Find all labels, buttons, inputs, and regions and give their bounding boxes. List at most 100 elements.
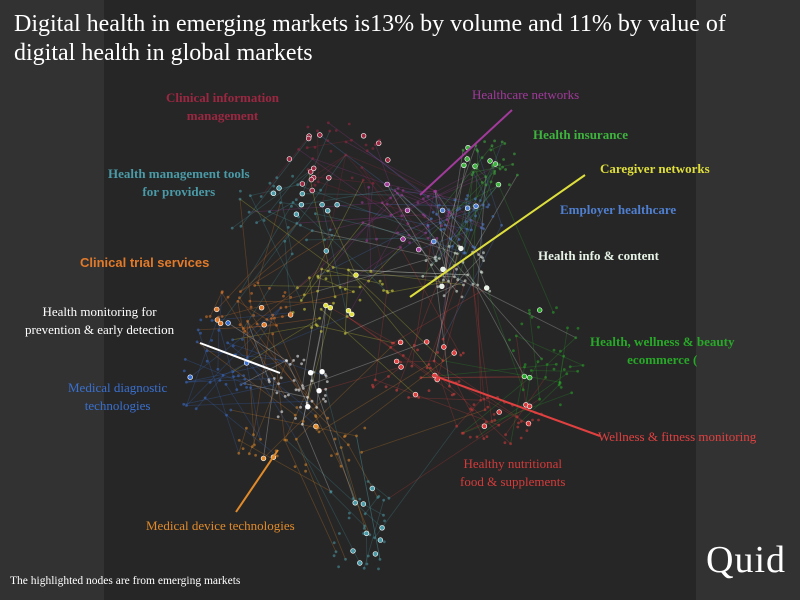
- network-node: [249, 305, 253, 309]
- network-node: [528, 423, 531, 427]
- network-node: [471, 170, 475, 174]
- network-edge: [336, 453, 371, 535]
- network-node: [462, 251, 466, 255]
- network-edge: [361, 167, 392, 216]
- network-edge: [317, 218, 432, 277]
- network-node: [391, 289, 394, 293]
- highlighted-node: [327, 305, 333, 311]
- network-node: [468, 435, 472, 439]
- network-node: [294, 388, 298, 392]
- network-node: [435, 212, 438, 216]
- network-node: [367, 185, 371, 189]
- network-edge: [345, 141, 436, 192]
- network-edge: [515, 335, 527, 405]
- network-node: [442, 227, 446, 231]
- network-node: [375, 237, 378, 241]
- network-edge: [250, 183, 303, 196]
- highlighted-node: [424, 339, 430, 345]
- network-edge: [436, 280, 466, 380]
- highlighted-node: [496, 409, 502, 415]
- network-node: [350, 138, 353, 142]
- network-node: [305, 238, 308, 242]
- network-node: [239, 224, 243, 228]
- network-node: [562, 354, 566, 358]
- network-edge: [244, 268, 322, 332]
- network-edge: [467, 195, 472, 230]
- network-edge: [434, 191, 437, 215]
- network-node: [316, 274, 320, 278]
- network-edge: [272, 333, 286, 441]
- network-node: [489, 148, 493, 152]
- network-edge: [253, 318, 272, 435]
- network-node: [275, 324, 278, 327]
- network-node: [185, 404, 188, 407]
- network-edge: [368, 187, 372, 272]
- network-edge: [472, 172, 490, 205]
- network-node: [319, 307, 323, 311]
- network-node: [208, 381, 212, 384]
- highlighted-node: [372, 551, 379, 557]
- network-node: [247, 210, 251, 214]
- network-node: [292, 359, 295, 362]
- network-node: [568, 365, 572, 369]
- network-edge: [298, 149, 392, 216]
- network-edge: [356, 435, 381, 560]
- network-node: [486, 405, 490, 409]
- network-node: [297, 148, 300, 151]
- highlighted-node: [319, 201, 325, 208]
- network-node: [501, 165, 504, 169]
- network-edge: [516, 335, 584, 366]
- network-node: [194, 407, 198, 411]
- network-node: [500, 223, 503, 227]
- network-node: [284, 359, 288, 362]
- network-node: [294, 437, 298, 441]
- network-edge: [558, 356, 565, 385]
- network-node: [314, 414, 317, 417]
- network-edge: [367, 481, 390, 499]
- network-node: [455, 289, 459, 293]
- network-edge: [195, 375, 224, 409]
- network-node: [428, 366, 432, 370]
- highlighted-node: [350, 548, 356, 554]
- network-edge: [227, 322, 287, 361]
- network-node: [433, 257, 437, 260]
- highlighted-node: [260, 455, 267, 462]
- network-node: [521, 388, 525, 392]
- network-node: [259, 195, 263, 198]
- network-node: [317, 430, 321, 434]
- network-node: [205, 359, 209, 363]
- network-node: [368, 533, 372, 537]
- network-node: [493, 169, 497, 173]
- network-node: [268, 286, 271, 290]
- network-node: [245, 356, 249, 359]
- network-node: [290, 204, 293, 208]
- network-node: [358, 497, 362, 501]
- network-edge: [321, 268, 383, 285]
- highlighted-node: [299, 191, 305, 197]
- network-node: [290, 252, 294, 256]
- network-edge: [388, 424, 500, 499]
- network-node: [291, 174, 294, 178]
- network-node: [289, 295, 293, 299]
- network-node: [346, 443, 350, 447]
- network-node: [245, 386, 249, 389]
- network-node: [326, 269, 330, 273]
- network-node: [322, 397, 325, 401]
- network-node: [217, 315, 220, 319]
- network-node: [455, 208, 459, 212]
- network-node: [355, 434, 358, 438]
- cluster-label-clinical-information: Clinical information management: [166, 90, 280, 123]
- network-node: [426, 236, 430, 240]
- network-node: [360, 166, 364, 169]
- network-node: [445, 218, 449, 222]
- network-node: [343, 434, 347, 438]
- cluster-label-healthcare-networks: Healthcare networks: [472, 87, 580, 102]
- network-edge: [443, 209, 450, 348]
- network-node: [255, 221, 258, 225]
- network-node: [333, 295, 337, 299]
- network-node: [332, 301, 335, 305]
- network-node: [295, 221, 299, 225]
- network-edge: [306, 237, 429, 241]
- network-node: [559, 386, 563, 389]
- network-edge: [340, 447, 367, 534]
